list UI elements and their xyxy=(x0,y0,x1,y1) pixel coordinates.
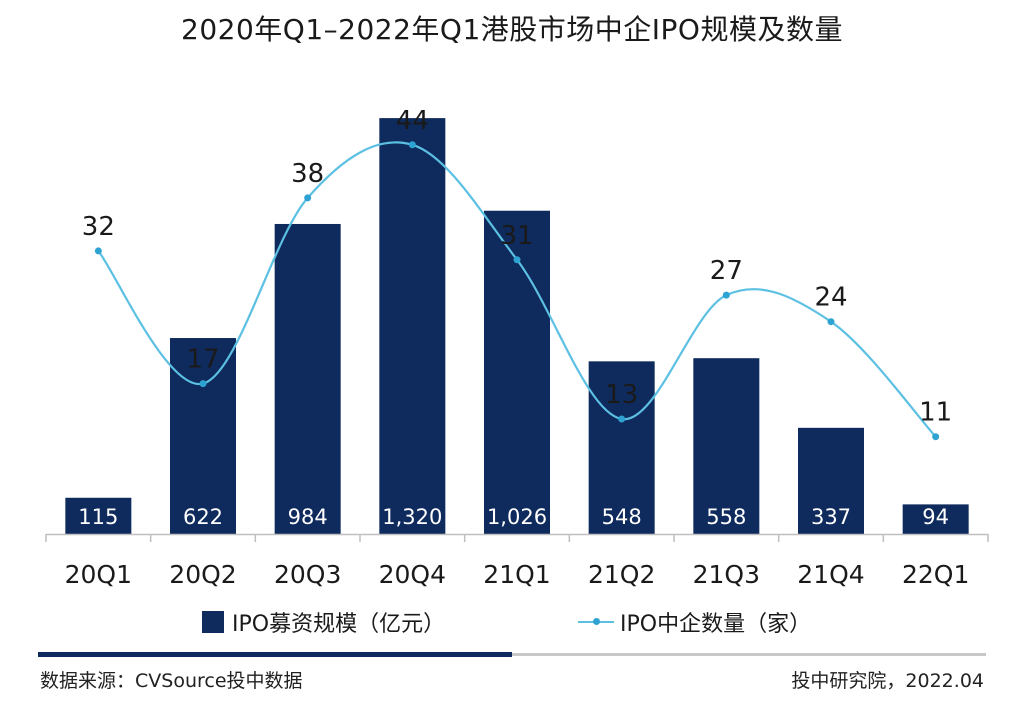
line-value-label: 27 xyxy=(710,256,743,286)
line-point xyxy=(199,380,207,388)
line-value-label: 38 xyxy=(291,159,324,189)
line-value-label: 32 xyxy=(82,212,115,242)
bar-value-label: 337 xyxy=(811,505,851,529)
x-tick-label: 20Q1 xyxy=(65,560,132,589)
x-tick-label: 21Q3 xyxy=(693,560,760,589)
bar xyxy=(170,338,236,534)
x-tick-label: 20Q2 xyxy=(169,560,236,589)
x-tick-label: 21Q4 xyxy=(797,560,864,589)
source-note: 数据来源：CVSource投中数据 xyxy=(40,670,303,692)
footer-divider-light xyxy=(512,653,986,656)
legend-line-swatch xyxy=(578,611,614,633)
line-value-label: 11 xyxy=(919,398,952,428)
line-value-label: 31 xyxy=(500,221,533,251)
line-point xyxy=(304,194,312,202)
bar-value-label: 548 xyxy=(602,505,642,529)
bar-value-label: 622 xyxy=(183,505,223,529)
bar xyxy=(693,358,760,534)
line-value-label: 13 xyxy=(605,380,638,410)
bar xyxy=(274,223,341,534)
publisher-note: 投中研究院，2022.04 xyxy=(791,670,984,692)
line-point xyxy=(94,247,102,255)
bar-value-label: 558 xyxy=(706,505,746,529)
bar xyxy=(484,210,550,534)
footer-divider-dark xyxy=(38,652,512,657)
x-tick-label: 22Q1 xyxy=(902,560,969,589)
legend-item-bar: IPO募资规模（亿元） xyxy=(202,606,445,638)
x-tick-label: 20Q4 xyxy=(379,560,446,589)
line-point xyxy=(932,433,940,441)
x-tick-label: 20Q3 xyxy=(274,560,341,589)
line-point xyxy=(722,291,730,299)
bar xyxy=(588,361,655,534)
line-value-label: 17 xyxy=(186,345,219,375)
bar-value-label: 1,026 xyxy=(487,505,547,529)
legend-bar-swatch xyxy=(202,611,224,633)
legend: IPO募资规模（亿元） IPO中企数量（家） xyxy=(0,606,1024,646)
x-tick-label: 21Q2 xyxy=(588,560,655,589)
bar xyxy=(798,427,864,534)
chart: 115 622 984 1,320 1,026 548 558 337 94 20Q1 20Q2 20… xyxy=(45,106,989,589)
bar-value-label: 984 xyxy=(288,505,328,529)
bar xyxy=(902,504,969,534)
bar-value-label: 94 xyxy=(922,505,949,529)
line-point xyxy=(618,415,626,423)
legend-line-label: IPO中企数量（家） xyxy=(620,612,812,637)
legend-item-line: IPO中企数量（家） xyxy=(578,606,811,638)
x-tick-label: 21Q1 xyxy=(483,560,550,589)
line-point xyxy=(408,141,416,149)
bar-value-label: 115 xyxy=(78,505,118,529)
line-value-label: 24 xyxy=(814,283,847,313)
legend-bar-label: IPO募资规模（亿元） xyxy=(232,612,446,637)
bar xyxy=(379,118,446,534)
bar xyxy=(65,497,132,534)
bar-value-label: 1,320 xyxy=(382,505,442,529)
chart-title: 2020年Q1–2022年Q1港股市场中企IPO规模及数量 xyxy=(181,13,843,46)
line-value-label: 44 xyxy=(396,106,429,136)
line-point xyxy=(827,318,835,326)
line-point xyxy=(513,256,521,264)
